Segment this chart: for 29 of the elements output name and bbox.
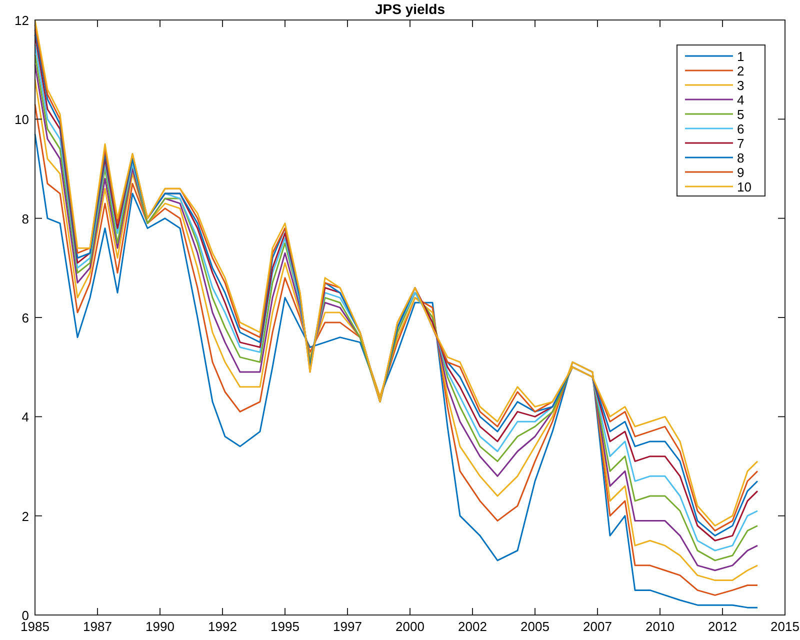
legend-label: 1 — [737, 49, 744, 64]
x-tick-label: 1987 — [83, 619, 112, 634]
legend-label: 9 — [737, 165, 744, 180]
chart-title: JPS yields — [374, 1, 446, 17]
y-tick-label: 12 — [14, 13, 29, 28]
y-tick-label: 2 — [22, 508, 29, 524]
x-tick-label: 1997 — [333, 619, 362, 634]
legend-label: 2 — [737, 64, 744, 78]
x-tick-label: 2010 — [646, 619, 674, 634]
x-tick-label: 2012 — [708, 619, 737, 634]
y-tick-label: 8 — [22, 211, 29, 226]
x-tick-label: 2007 — [583, 619, 612, 634]
x-tick-label: 1992 — [208, 619, 237, 634]
y-tick-label: 4 — [22, 410, 29, 425]
x-tick-label: 1990 — [146, 619, 174, 634]
legend-label: 6 — [737, 122, 744, 136]
x-tick-label: 2005 — [520, 619, 550, 634]
y-tick-label: 10 — [14, 112, 29, 128]
legend-label: 5 — [737, 107, 744, 122]
legend-label: 4 — [737, 92, 744, 108]
legend-label: 7 — [737, 136, 744, 151]
legend-label: 8 — [737, 150, 744, 166]
y-tick-label: 6 — [22, 310, 29, 326]
x-tick-label: 2015 — [770, 619, 800, 634]
legend-label: 3 — [737, 78, 744, 93]
legend-label: 10 — [737, 180, 752, 194]
x-tick-label: 1995 — [270, 619, 300, 634]
x-tick-label: 2002 — [458, 619, 487, 634]
x-tick-label: 2000 — [396, 619, 424, 634]
